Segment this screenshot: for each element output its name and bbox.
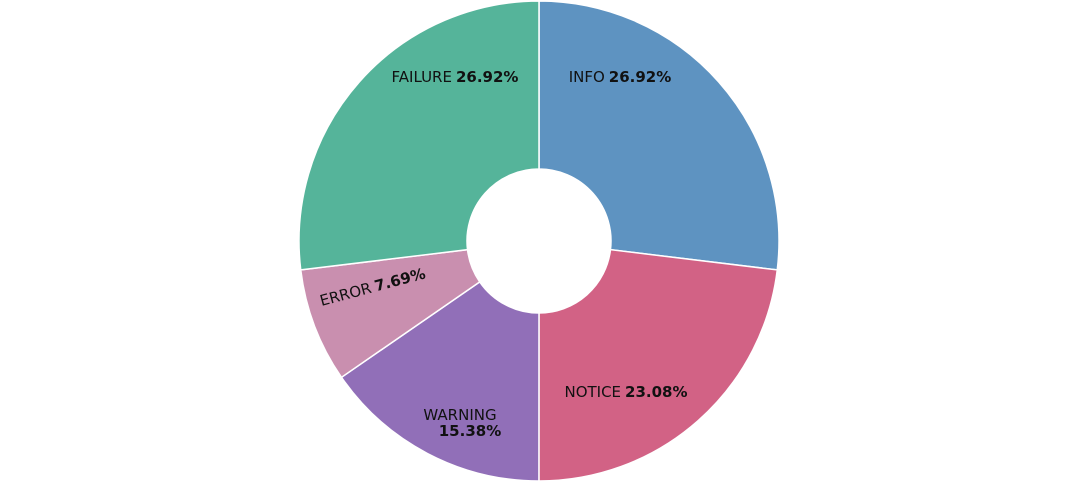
category-label: INFO: [569, 68, 605, 86]
slice-warning: [340, 280, 540, 482]
percent-label: 23.08%: [625, 383, 687, 401]
slice-info: [538, 0, 780, 271]
slice-label-info: INFO 26.92%: [569, 68, 672, 86]
percent-label: 26.92%: [609, 68, 671, 86]
slice-label-failure: FAILURE 26.92%: [392, 68, 519, 86]
percent-label: 26.92%: [456, 68, 518, 86]
category-label: WARNING: [423, 406, 496, 424]
slice-notice: [538, 248, 779, 482]
category-label: NOTICE: [564, 383, 621, 401]
category-label: FAILURE: [392, 68, 452, 86]
slice-failure: [298, 0, 540, 271]
slice-label-warning: WARNING 15.38%: [423, 406, 501, 440]
slices-group: [298, 0, 780, 482]
percent-label: 15.38%: [439, 422, 501, 440]
slice-label-notice: NOTICE 23.08%: [564, 383, 687, 401]
